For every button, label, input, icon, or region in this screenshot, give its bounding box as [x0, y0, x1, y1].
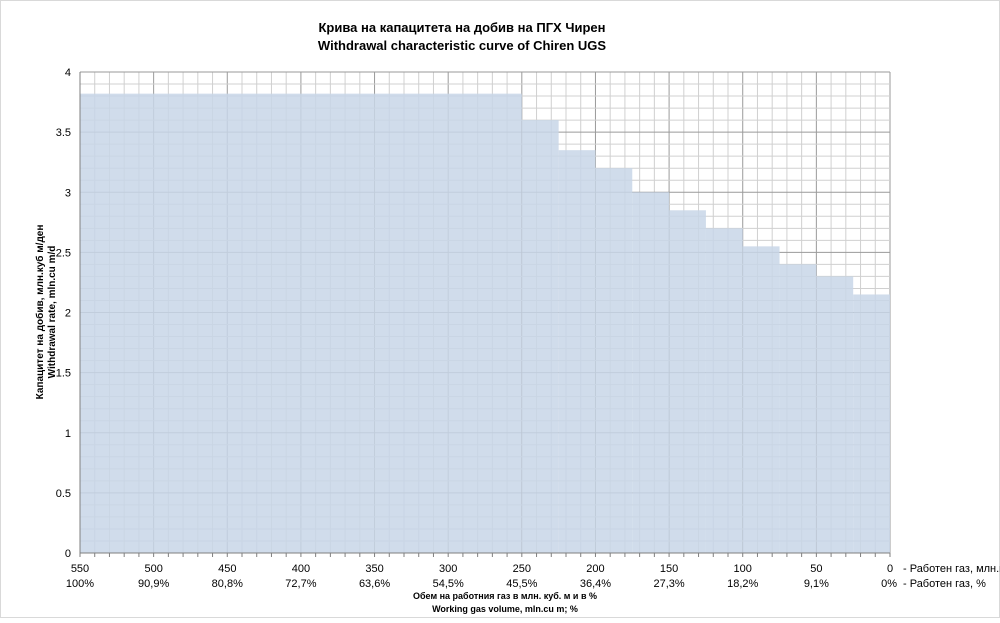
x-tick-label: 500: [144, 563, 162, 575]
step-bar: [80, 93, 522, 554]
x-tick-label-pct: 63,6%: [359, 578, 390, 590]
step-bar: [521, 120, 559, 553]
x-tick-label-pct: 18,2%: [727, 578, 758, 590]
x-tick-label-pct: 36,4%: [580, 578, 611, 590]
x-tick-label-pct: 9,1%: [804, 578, 829, 590]
x-tick-label: 200: [586, 563, 604, 575]
step-bar: [816, 276, 854, 553]
row-label-pct: - Работен газ, %: [903, 578, 986, 590]
step-bar: [669, 210, 706, 553]
x-tick-label: 0: [887, 563, 893, 575]
x-tick-label: 350: [365, 563, 383, 575]
chart-title: Крива на капацитета на добив на ПГХ Чире…: [318, 20, 605, 35]
y-tick-labels: 0 0.5 1 1.5 2 2.5 3 3.5 4: [56, 67, 71, 560]
step-bar: [705, 228, 743, 553]
y-tick-label: 3.5: [56, 127, 71, 139]
y-tick-label: 1.5: [56, 368, 71, 380]
y-tick-label: 0.5: [56, 488, 71, 500]
step-bar: [595, 168, 633, 553]
x-tick-label-pct: 90,9%: [138, 578, 169, 590]
axes: [79, 72, 891, 557]
x-tick-label-pct: 100%: [66, 578, 94, 590]
chart-subtitle: Withdrawal characteristic curve of Chire…: [318, 38, 606, 53]
x-tick-label: 250: [513, 563, 531, 575]
x-tick-label-pct: 72,7%: [285, 578, 316, 590]
x-tick-label: 50: [810, 563, 822, 575]
y-tick-label: 2.5: [56, 247, 71, 259]
x-tick-label: 100: [734, 563, 752, 575]
x-tick-label-pct: 54,5%: [433, 578, 464, 590]
x-tick-label-pct: 27,3%: [653, 578, 684, 590]
x-tick-label: 450: [218, 563, 236, 575]
step-bar: [558, 150, 596, 553]
y-tick-label: 3: [65, 187, 71, 199]
x-tick-label: 150: [660, 563, 678, 575]
y-tick-label: 2: [65, 308, 71, 320]
step-bar: [779, 264, 817, 553]
y-tick-label: 0: [65, 548, 71, 560]
y-axis-title: Капацитет на добив, млн.куб м/ден Withdr…: [34, 225, 58, 400]
x-tick-label: 550: [71, 563, 89, 575]
x-tick-label-pct: 80,8%: [212, 578, 243, 590]
x-axis-title-en: Working gas volume, mln.cu m; %: [432, 604, 578, 614]
x-tick-label: 300: [439, 563, 457, 575]
y-axis-title-en: Withdrawal rate, mln.cu m/d: [47, 246, 58, 379]
x-tick-label-pct: 0%: [881, 578, 897, 590]
x-tick-label: 400: [292, 563, 310, 575]
x-axis-title-bg: Обем на работния газ в млн. куб. м и в %: [413, 591, 597, 601]
step-bar: [632, 192, 670, 553]
plot-area: [80, 93, 890, 554]
x-tick-label-pct: 45,5%: [506, 578, 537, 590]
y-axis-title-bg: Капацитет на добив, млн.куб м/ден: [34, 225, 46, 400]
row-label-volume: - Работен газ, млн.куб. м: [903, 563, 1000, 575]
y-tick-label: 1: [65, 428, 71, 440]
step-bar: [853, 294, 890, 553]
step-bar: [742, 246, 780, 554]
y-tick-label: 4: [65, 67, 71, 79]
